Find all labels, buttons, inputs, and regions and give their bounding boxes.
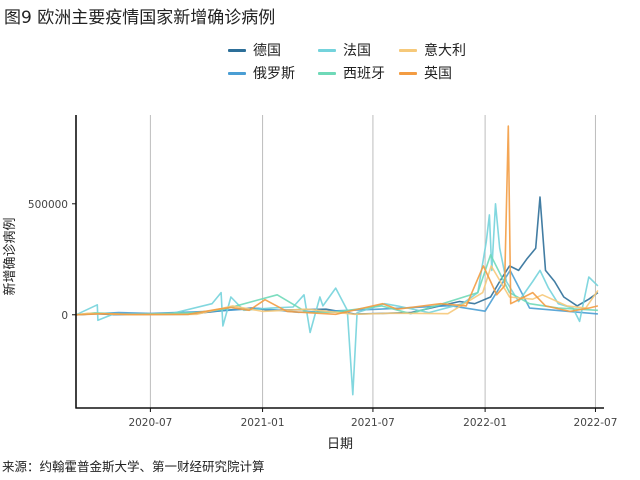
legend-label: 英国 xyxy=(424,66,452,82)
legend-item: 法国 xyxy=(318,40,371,60)
legend-item: 西班牙 xyxy=(318,63,385,83)
legend: 德国俄罗斯 法国西班牙 意大利英国 xyxy=(0,0,640,100)
x-tick-label: 2021-01 xyxy=(241,417,285,429)
x-axis-title: 日期 xyxy=(327,437,353,452)
legend-item: 意大利 xyxy=(399,40,466,60)
legend-item: 俄罗斯 xyxy=(228,63,295,83)
legend-label: 法国 xyxy=(343,43,371,59)
legend-item: 英国 xyxy=(399,63,452,83)
y-tick-label: 500000 xyxy=(28,199,68,211)
y-tick-label: 0 xyxy=(61,310,68,322)
x-tick-label: 2021-07 xyxy=(351,417,395,429)
series-line-4 xyxy=(75,254,598,316)
x-tick-label: 2022-07 xyxy=(574,417,618,429)
series-line-2 xyxy=(75,269,598,316)
chart-title: 图9 欧洲主要疫情国家新增确诊病例 xyxy=(4,8,276,28)
legend-label: 意大利 xyxy=(424,43,466,59)
legend-swatch xyxy=(228,71,246,75)
legend-swatch xyxy=(318,71,336,75)
legend-swatch xyxy=(228,48,246,52)
legend-label: 西班牙 xyxy=(343,66,385,82)
x-tick-label: 2020-07 xyxy=(128,417,172,429)
series-line-1 xyxy=(75,196,599,316)
y-axis-title: 新增确诊病例 xyxy=(2,217,18,295)
legend-swatch xyxy=(399,48,417,52)
legend-swatch xyxy=(318,48,336,52)
legend-label: 德国 xyxy=(253,43,281,59)
x-tick-label: 2022-01 xyxy=(463,417,507,429)
legend-swatch xyxy=(399,71,417,75)
series-line-6 xyxy=(75,125,599,316)
legend-item: 德国 xyxy=(228,40,281,60)
source-note: 来源：约翰霍普金斯大学、第一财经研究院计算 xyxy=(2,459,265,474)
legend-label: 俄罗斯 xyxy=(253,66,295,82)
